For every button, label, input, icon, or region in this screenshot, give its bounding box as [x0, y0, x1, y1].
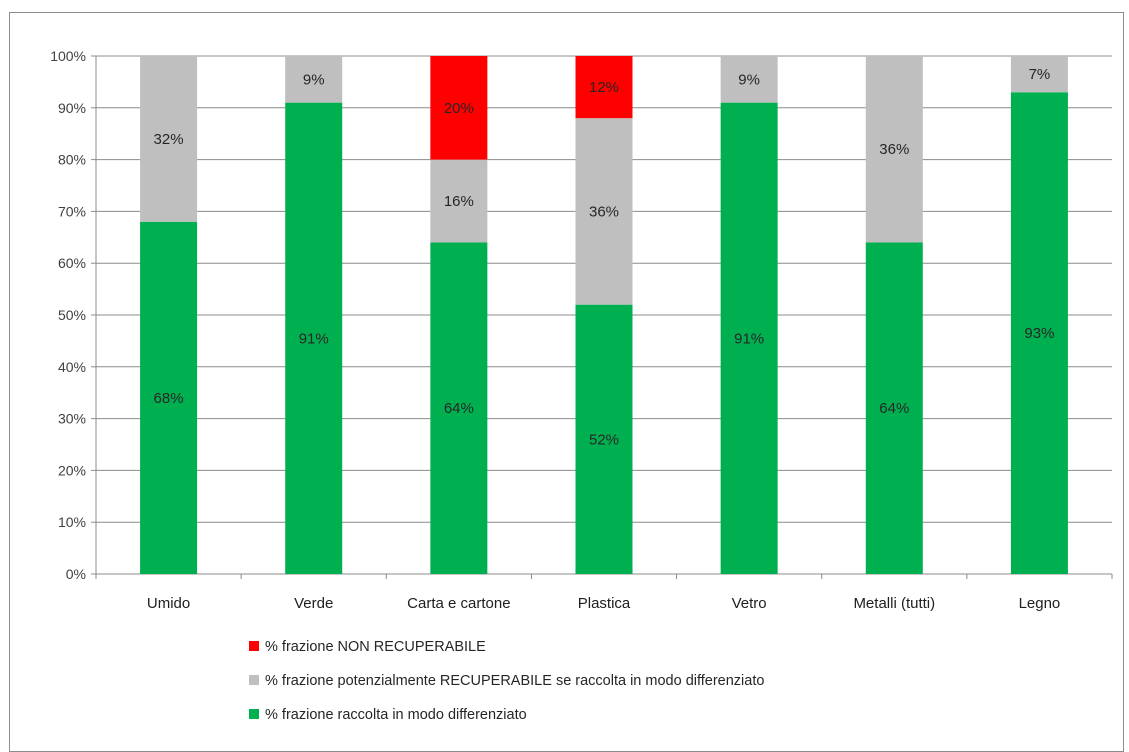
- stacked-bar-chart: 0% 10% 20% 30% 40% 50% 60% 70% 80% 90% 100% 68% 32% U…: [50, 48, 1113, 723]
- bar-segment: [720, 56, 778, 103]
- y-tick-label: 100%: [50, 48, 86, 64]
- bar-segment: [865, 242, 923, 575]
- y-tick-label: 50%: [58, 307, 86, 323]
- bar-segment: [720, 102, 778, 575]
- y-tick-label: 80%: [58, 152, 86, 168]
- data-label: 20%: [444, 100, 474, 117]
- category-label: Metalli (tutti): [853, 595, 935, 612]
- y-tick-label: 90%: [58, 100, 86, 116]
- legend-swatch: [249, 675, 259, 685]
- data-label: 36%: [879, 141, 909, 158]
- data-label: 64%: [444, 400, 474, 417]
- bar-segment: [430, 56, 488, 160]
- y-tick-label: 70%: [58, 203, 86, 219]
- legend-label: % frazione raccolta in modo differenziat…: [265, 707, 527, 723]
- legend-label: % frazione potenzialmente RECUPERABILE s…: [265, 673, 764, 689]
- bar-segment: [285, 102, 343, 575]
- legend-label: % frazione NON RECUPERABILE: [265, 639, 486, 655]
- bar-segment: [140, 56, 198, 222]
- data-label: 91%: [734, 330, 764, 347]
- legend-swatch: [249, 641, 259, 651]
- category-label: Umido: [147, 595, 190, 612]
- category-label: Verde: [294, 595, 333, 612]
- bar-segment: [1010, 56, 1068, 93]
- data-label: 9%: [303, 71, 325, 88]
- legend-swatch: [249, 709, 259, 719]
- data-label: 64%: [879, 400, 909, 417]
- y-tick-label: 0%: [66, 566, 86, 582]
- y-tick-label: 10%: [58, 514, 86, 530]
- bar-segment: [865, 56, 923, 243]
- category-label: Plastica: [578, 595, 631, 612]
- data-label: 36%: [589, 203, 619, 220]
- data-label: 91%: [299, 330, 329, 347]
- bar-segment: [285, 56, 343, 103]
- category-label: Legno: [1019, 595, 1061, 612]
- bar-segment: [140, 221, 198, 574]
- category-label: Vetro: [732, 595, 767, 612]
- data-label: 93%: [1024, 325, 1054, 342]
- bar-segment: [575, 304, 633, 574]
- bar-segment: [430, 159, 488, 243]
- data-label: 7%: [1029, 66, 1051, 83]
- data-label: 12%: [589, 79, 619, 96]
- data-label: 32%: [154, 131, 184, 148]
- y-tick-label: 20%: [58, 462, 86, 478]
- y-tick-label: 60%: [58, 255, 86, 271]
- data-label: 16%: [444, 193, 474, 210]
- y-tick-label: 40%: [58, 359, 86, 375]
- data-label: 52%: [589, 431, 619, 448]
- bar-segment: [575, 56, 633, 119]
- bar-segment: [1010, 92, 1068, 574]
- category-label: Carta e cartone: [407, 595, 510, 612]
- data-label: 68%: [154, 390, 184, 407]
- data-label: 9%: [738, 71, 760, 88]
- bar-segment: [575, 118, 633, 305]
- bar-segment: [430, 242, 488, 575]
- y-tick-label: 30%: [58, 411, 86, 427]
